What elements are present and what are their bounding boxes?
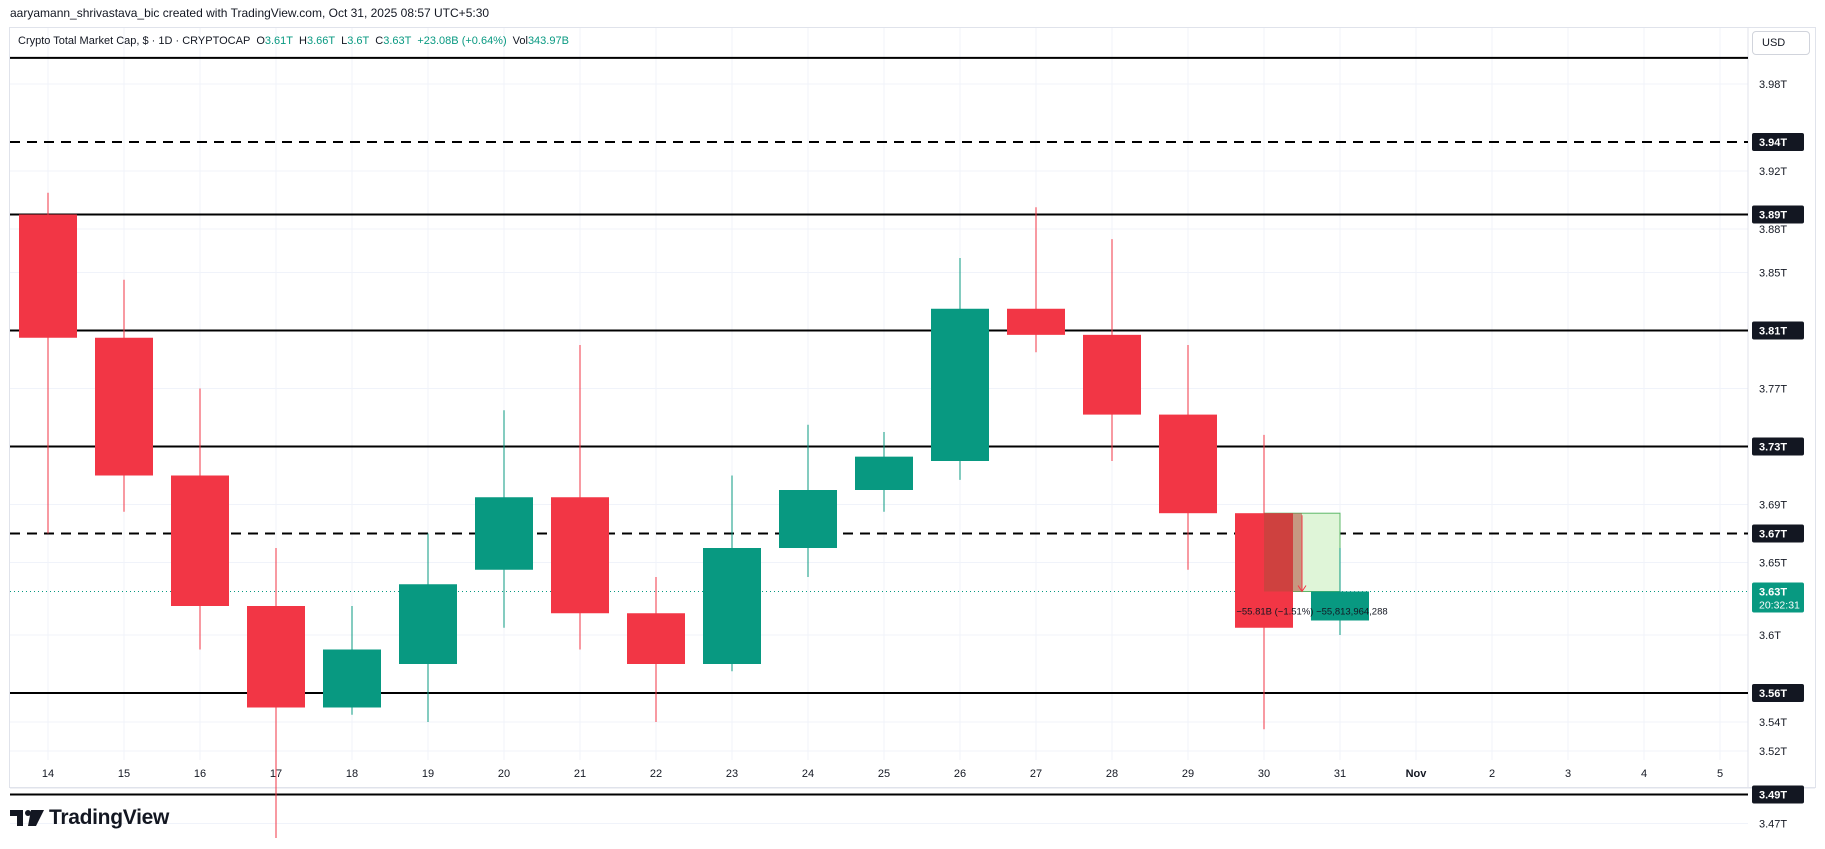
x-tick-label: 27 — [1030, 768, 1042, 780]
legend-high-label: H — [299, 35, 307, 47]
x-tick-label: Nov — [1406, 768, 1428, 780]
legend-low-label: L — [341, 35, 348, 47]
legend-open-label: O — [256, 35, 265, 47]
level-price-label: 3.73T — [1759, 442, 1787, 454]
level-price-tag — [1752, 437, 1804, 456]
level-price-tag — [1752, 684, 1804, 702]
level-price-tag — [1752, 785, 1804, 804]
legend-volume-value: 343.97B — [527, 35, 569, 47]
legend-close-label: C — [375, 35, 384, 47]
level-price-label: 3.49T — [1759, 790, 1787, 802]
x-tick-label: 26 — [954, 768, 966, 780]
x-tick-label: 22 — [650, 768, 662, 780]
candle-body[interactable] — [399, 584, 457, 664]
candle-body[interactable] — [551, 497, 609, 614]
candle-body[interactable] — [1311, 591, 1369, 621]
legend-close-value: 3.63T — [383, 35, 412, 47]
candle-body[interactable] — [1007, 308, 1065, 335]
y-tick-label: 3.92T — [1759, 166, 1787, 178]
candle-body[interactable] — [95, 337, 153, 476]
candle-body[interactable] — [171, 475, 229, 607]
y-tick-label: 3.77T — [1759, 384, 1787, 396]
candle-body[interactable] — [475, 497, 533, 570]
x-tick-label: 2 — [1489, 768, 1495, 780]
level-price-tag — [1752, 321, 1804, 340]
x-tick-label: 4 — [1641, 768, 1647, 780]
x-tick-label: 21 — [574, 768, 586, 780]
logo-text: TradingView — [49, 806, 170, 829]
y-tick-label: 3.47T — [1759, 819, 1787, 831]
y-tick-label: 3.54T — [1759, 717, 1787, 729]
level-price-tag — [1752, 524, 1804, 543]
y-tick-label: 3.65T — [1759, 558, 1787, 570]
level-price-label: 3.89T — [1759, 210, 1787, 222]
symbol-legend: Crypto Total Market Cap, $ · 1D · CRYPTO… — [18, 35, 569, 47]
candle-body[interactable] — [779, 490, 837, 548]
x-tick-label: 19 — [422, 768, 434, 780]
tradingview-logo-icon — [10, 810, 44, 826]
y-tick-label: 3.52T — [1759, 746, 1787, 758]
y-tick-label: 3.69T — [1759, 500, 1787, 512]
x-tick-label: 30 — [1258, 768, 1270, 780]
x-tick-label: 31 — [1334, 768, 1346, 780]
x-tick-label: 20 — [498, 768, 510, 780]
x-tick-label: 3 — [1565, 768, 1571, 780]
legend-volume-label: Vol — [512, 35, 528, 47]
legend-symbol[interactable]: Crypto Total Market Cap, $ · 1D · CRYPTO… — [18, 35, 251, 47]
candle-body[interactable] — [1083, 334, 1141, 415]
candle-body[interactable] — [19, 214, 77, 338]
candle-body[interactable] — [703, 548, 761, 664]
measure-label: −55.81B (−1.51%) −55,813,964,288 — [1236, 607, 1387, 618]
candle-body[interactable] — [855, 456, 913, 490]
measure-arrow-head — [1297, 585, 1307, 593]
legend-low-value: 3.6T — [347, 35, 370, 47]
level-price-tag — [1752, 133, 1804, 151]
x-tick-label: 25 — [878, 768, 890, 780]
y-tick-label: 3.85T — [1759, 268, 1787, 280]
level-price-label: 3.56T — [1759, 688, 1787, 700]
level-price-tag — [1752, 205, 1804, 224]
level-price-label: 3.81T — [1759, 326, 1787, 338]
candle-body[interactable] — [323, 649, 381, 708]
candle-body[interactable] — [247, 606, 305, 708]
currency-selector[interactable]: USD — [1752, 31, 1810, 55]
x-tick-label: 16 — [194, 768, 206, 780]
level-price-label: 3.67T — [1759, 529, 1787, 541]
legend-high-value: 3.66T — [306, 35, 336, 47]
candle-body[interactable] — [1159, 414, 1217, 514]
y-tick-label: 3.6T — [1759, 630, 1781, 642]
current-price-label: 3.63T — [1759, 587, 1787, 599]
y-tick-label: 3.98T — [1759, 79, 1787, 91]
x-tick-label: 14 — [42, 768, 54, 780]
legend-change: +23.08B (+0.64%) — [417, 35, 507, 47]
tradingview-logo[interactable]: TradingView — [10, 806, 169, 830]
x-tick-label: 28 — [1106, 768, 1118, 780]
level-price-label: 3.94T — [1759, 137, 1787, 149]
measure-overlay — [1264, 513, 1302, 592]
current-price-tag — [1752, 582, 1804, 613]
x-tick-label: 23 — [726, 768, 738, 780]
x-tick-label: 5 — [1717, 768, 1723, 780]
chart-credit: aaryamann_shrivastava_bic created with T… — [10, 6, 490, 20]
x-tick-label: 24 — [802, 768, 814, 780]
bar-countdown-label: 20:32:31 — [1759, 600, 1800, 612]
y-tick-label: 3.88T — [1759, 224, 1787, 236]
x-tick-label: 18 — [346, 768, 358, 780]
candle-body[interactable] — [627, 613, 685, 664]
candle-body[interactable] — [931, 308, 989, 461]
x-tick-label: 29 — [1182, 768, 1194, 780]
x-tick-label: 15 — [118, 768, 130, 780]
legend-open-value: 3.61T — [264, 35, 294, 47]
